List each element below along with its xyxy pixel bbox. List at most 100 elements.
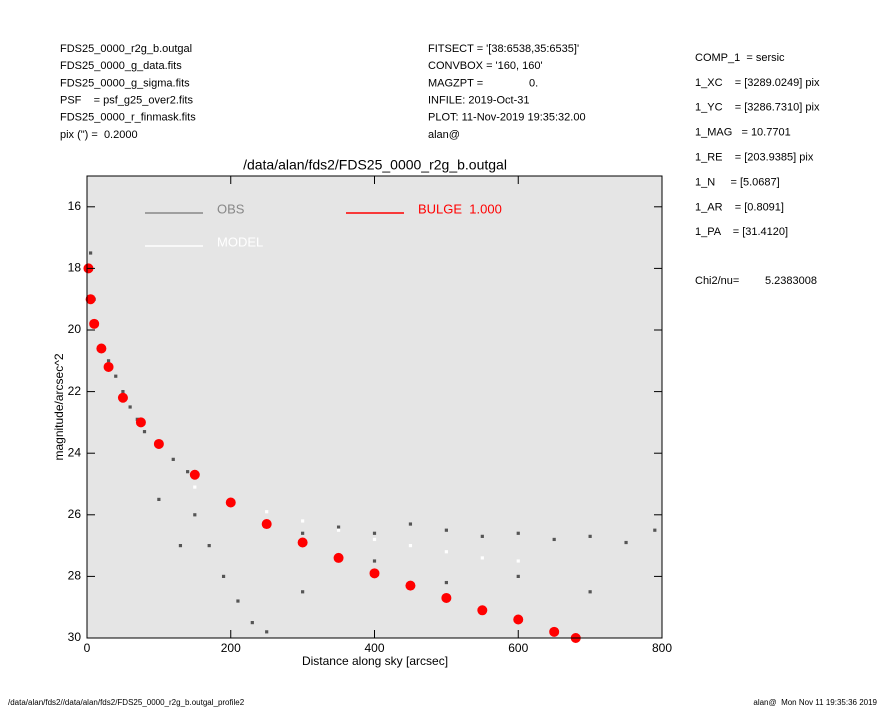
fit-parameter: 1_MAG = 10.7701 — [695, 127, 791, 139]
chi2-value: 5.2383008 — [765, 275, 817, 287]
data-point — [207, 544, 211, 548]
data-point — [624, 540, 628, 545]
model-point — [225, 497, 236, 508]
footer-date: alan@ Mon Nov 11 19:35:36 2019 — [753, 698, 877, 707]
legend-label: BULGE 1.000 — [418, 201, 502, 216]
data-point — [480, 534, 484, 538]
data-point — [372, 559, 377, 563]
x-tick-label: 600 — [508, 641, 528, 655]
x-tick-label: 0 — [84, 641, 91, 655]
header-left-line: FDS25_0000_r_finmask.fits — [60, 112, 196, 124]
data-point — [301, 590, 305, 594]
data-point — [265, 510, 269, 514]
header-center-line: INFILE: 2019-Oct-31 — [428, 95, 530, 107]
header-left-line: FDS25_0000_r2g_b.outgal — [60, 43, 192, 55]
x-axis-label: Distance along sky [arcsec] — [302, 654, 448, 668]
data-point — [653, 528, 657, 532]
data-point — [301, 531, 305, 535]
footer-path: /data/alan/fds2//data/alan/fds2/FDS25_00… — [8, 698, 245, 707]
data-point — [588, 534, 592, 538]
data-point — [88, 251, 93, 255]
header-center-line: FITSECT = '[38:6538,35:6535]' — [428, 43, 579, 55]
model-point — [477, 605, 488, 616]
data-point — [236, 599, 240, 603]
data-point — [336, 528, 341, 532]
data-point — [552, 537, 556, 542]
y-tick-label: 16 — [68, 199, 82, 213]
data-point — [301, 519, 305, 523]
y-tick-label: 24 — [68, 445, 82, 459]
data-point — [516, 531, 520, 535]
model-point — [85, 294, 96, 305]
data-point — [444, 580, 448, 585]
data-point — [193, 485, 197, 489]
legend-label: OBS — [217, 201, 245, 216]
model-point — [549, 626, 560, 637]
header-center-line: CONVBOX = '160, 160' — [428, 60, 543, 72]
data-point — [121, 390, 125, 394]
data-point — [408, 522, 413, 526]
data-point — [408, 544, 413, 548]
y-axis-label: magnitude/arcsec^2 — [52, 353, 66, 460]
header-left-line: FDS25_0000_g_sigma.fits — [60, 77, 190, 89]
legend-label: MODEL — [217, 234, 263, 249]
fit-parameter: COMP_1 = sersic — [695, 52, 785, 64]
model-point — [189, 469, 200, 480]
data-point — [193, 513, 197, 517]
model-point — [405, 580, 416, 591]
header-center-line: MAGZPT = 0. — [428, 77, 538, 89]
data-point — [480, 556, 484, 560]
data-point — [516, 559, 520, 563]
fit-parameter: 1_PA = [31.4120] — [695, 226, 788, 238]
data-point — [444, 550, 448, 554]
model-point — [103, 361, 114, 372]
model-point — [513, 614, 524, 625]
fit-parameter: 1_XC = [3289.0249] pix — [695, 77, 820, 89]
header-left-line: FDS25_0000_g_data.fits — [60, 60, 182, 72]
data-point — [588, 590, 592, 594]
header-left-line: PSF = psf_g25_over2.fits — [60, 95, 193, 107]
header-center-line: PLOT: 11-Nov-2019 19:35:32.00 — [428, 112, 586, 124]
model-point — [117, 392, 128, 403]
data-point — [114, 374, 118, 378]
x-tick-label: 200 — [221, 641, 241, 655]
data-point — [444, 528, 448, 532]
data-point — [372, 531, 377, 535]
chart-title: /data/alan/fds2/FDS25_0000_r2g_b.outgal — [243, 157, 507, 173]
y-tick-label: 20 — [68, 322, 82, 336]
fit-parameter: 1_N = [5.0687] — [695, 176, 780, 188]
fit-parameter: 1_RE = [203.9385] pix — [695, 152, 814, 164]
data-point — [250, 621, 254, 625]
y-tick-label: 26 — [68, 507, 82, 521]
data-point — [186, 470, 190, 474]
data-point — [171, 457, 175, 461]
model-point — [441, 592, 452, 603]
header-center-line: alan@ — [428, 129, 460, 141]
data-point — [265, 630, 269, 634]
data-point — [516, 574, 520, 578]
model-point — [89, 318, 100, 329]
y-tick-label: 28 — [68, 569, 82, 583]
data-point — [372, 537, 377, 542]
data-point — [336, 525, 341, 529]
y-tick-label: 30 — [68, 630, 82, 644]
model-point — [96, 343, 107, 354]
data-point — [157, 497, 161, 501]
x-tick-label: 400 — [364, 641, 384, 655]
series-points — [83, 263, 581, 643]
model-point — [261, 519, 272, 530]
data-point — [128, 405, 132, 409]
data-point — [178, 544, 183, 548]
chi2-label: Chi2/nu= — [695, 275, 739, 287]
model-point — [333, 552, 344, 563]
data-point — [142, 430, 147, 434]
model-point — [153, 438, 164, 449]
data-point — [221, 574, 226, 578]
y-tick-label: 18 — [68, 261, 82, 275]
data-point — [106, 359, 111, 363]
x-tick-label: 800 — [652, 641, 672, 655]
fit-parameter: 1_AR = [0.8091] — [695, 201, 784, 213]
model-point — [135, 417, 146, 428]
